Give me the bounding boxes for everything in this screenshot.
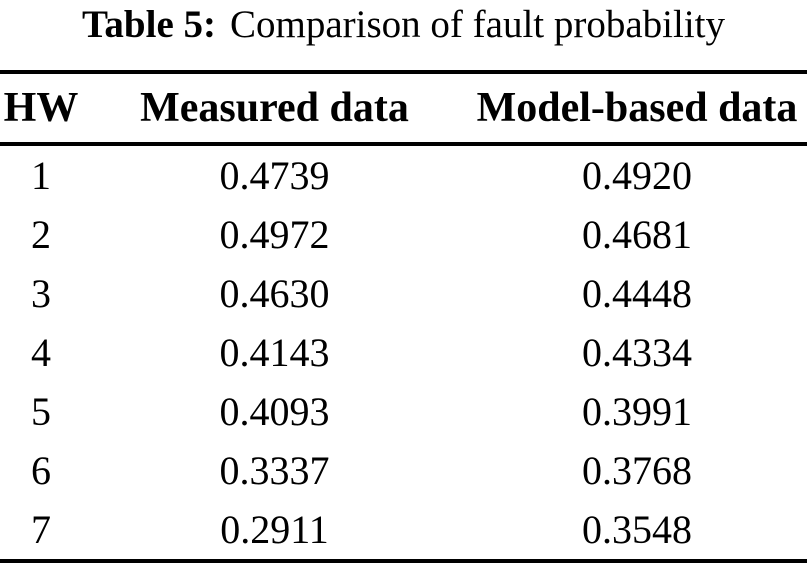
cell-measured: 0.4093 [219,389,330,434]
cell-measured: 0.4630 [219,271,330,316]
table-caption: Table 5: Comparison of fault probability [0,0,807,70]
table-row: 2 0.4972 0.4681 [0,205,807,264]
cell-hw: 4 [31,330,51,375]
cell-measured: 0.4972 [219,212,330,257]
table-row: 4 0.4143 0.4334 [0,323,807,382]
cell-model: 0.3991 [582,389,692,434]
table-header-row: HW Measured data Model-based data [0,72,807,146]
table-row: 3 0.4630 0.4448 [0,264,807,323]
column-header-model-based-data: Model-based data [467,72,807,146]
cell-model: 0.4448 [582,271,692,316]
table-caption-text: Comparison of fault probability [230,3,726,46]
fault-probability-table: HW Measured data Model-based data 1 0.47… [0,70,807,563]
cell-hw: 6 [31,448,51,493]
table-caption-label: Table 5: [81,3,216,46]
column-header-hw: HW [0,72,82,146]
cell-hw: 1 [31,153,51,198]
cell-hw: 5 [31,389,51,434]
table-row: 6 0.3337 0.3768 [0,441,807,500]
cell-model: 0.4920 [582,153,692,198]
cell-hw: 2 [31,212,51,257]
table-row: 5 0.4093 0.3991 [0,382,807,441]
cell-hw: 3 [31,271,51,316]
cell-measured: 0.3337 [219,448,330,493]
cell-model: 0.4334 [582,330,692,375]
table-row: 7 0.2911 0.3548 [0,500,807,561]
cell-measured: 0.2911 [220,507,329,552]
cell-model: 0.4681 [582,212,692,257]
table-row: 1 0.4739 0.4920 [0,144,807,205]
cell-hw: 7 [31,507,51,552]
cell-measured: 0.4739 [219,153,330,198]
cell-model: 0.3768 [582,448,692,493]
cell-model: 0.3548 [582,507,692,552]
column-header-measured-data: Measured data [82,72,467,146]
cell-measured: 0.4143 [219,330,330,375]
